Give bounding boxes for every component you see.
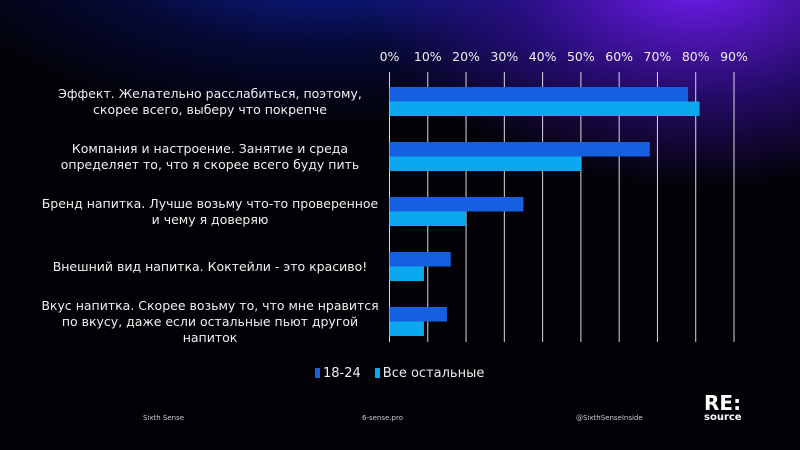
x-tick-label: 40%	[529, 49, 557, 64]
x-tick-label: 10%	[414, 49, 442, 64]
category-label: Эффект. Желательно расслабиться, поэтому…	[58, 85, 362, 117]
category-label: Вкус напитка. Скорее возьму то, что мне …	[41, 297, 379, 345]
legend-label: Все остальные	[382, 366, 485, 381]
bar-18-24	[389, 87, 689, 102]
category-label: Компания и настроение. Занятие и среда о…	[60, 140, 360, 172]
bar-others	[389, 321, 424, 336]
x-tick-label: 60%	[605, 49, 633, 64]
footer-brand: Sixth Sense	[143, 414, 185, 422]
category-label: Бренд напитка. Лучше возьму что-то прове…	[41, 195, 379, 227]
x-tick-label: 50%	[567, 49, 595, 64]
legend-label: 18-24	[323, 366, 361, 381]
x-tick-label: 70%	[644, 49, 672, 64]
category-label: Внешний вид напитка. Коктейли - это крас…	[52, 258, 368, 274]
bar-others	[389, 266, 424, 281]
x-tick-label: 0%	[380, 49, 400, 64]
legend-swatch	[315, 368, 320, 378]
bar-others	[389, 156, 581, 171]
footer-handle: @SixthSenseInside	[576, 414, 643, 422]
x-tick-label: 90%	[720, 49, 748, 64]
bar-18-24	[389, 197, 524, 212]
x-tick-label: 20%	[452, 49, 480, 64]
x-tick-label: 80%	[682, 49, 710, 64]
bar-others	[389, 211, 467, 226]
legend-item-18-24: 18-24	[315, 366, 361, 381]
logo-top: RE:	[704, 391, 742, 415]
footer-website: 6-sense.pro	[362, 414, 403, 422]
legend-item-others: Все остальные	[374, 366, 485, 381]
bar-18-24	[389, 252, 451, 267]
x-tick-label: 30%	[490, 49, 518, 64]
bar-others	[389, 101, 700, 116]
logo-bottom: source	[704, 412, 742, 423]
legend: 18-24 Все остальные	[315, 366, 484, 381]
legend-swatch	[374, 368, 380, 378]
resource-logo: RE: source	[704, 393, 742, 423]
bar-18-24	[389, 142, 650, 157]
bar-18-24	[389, 307, 447, 322]
